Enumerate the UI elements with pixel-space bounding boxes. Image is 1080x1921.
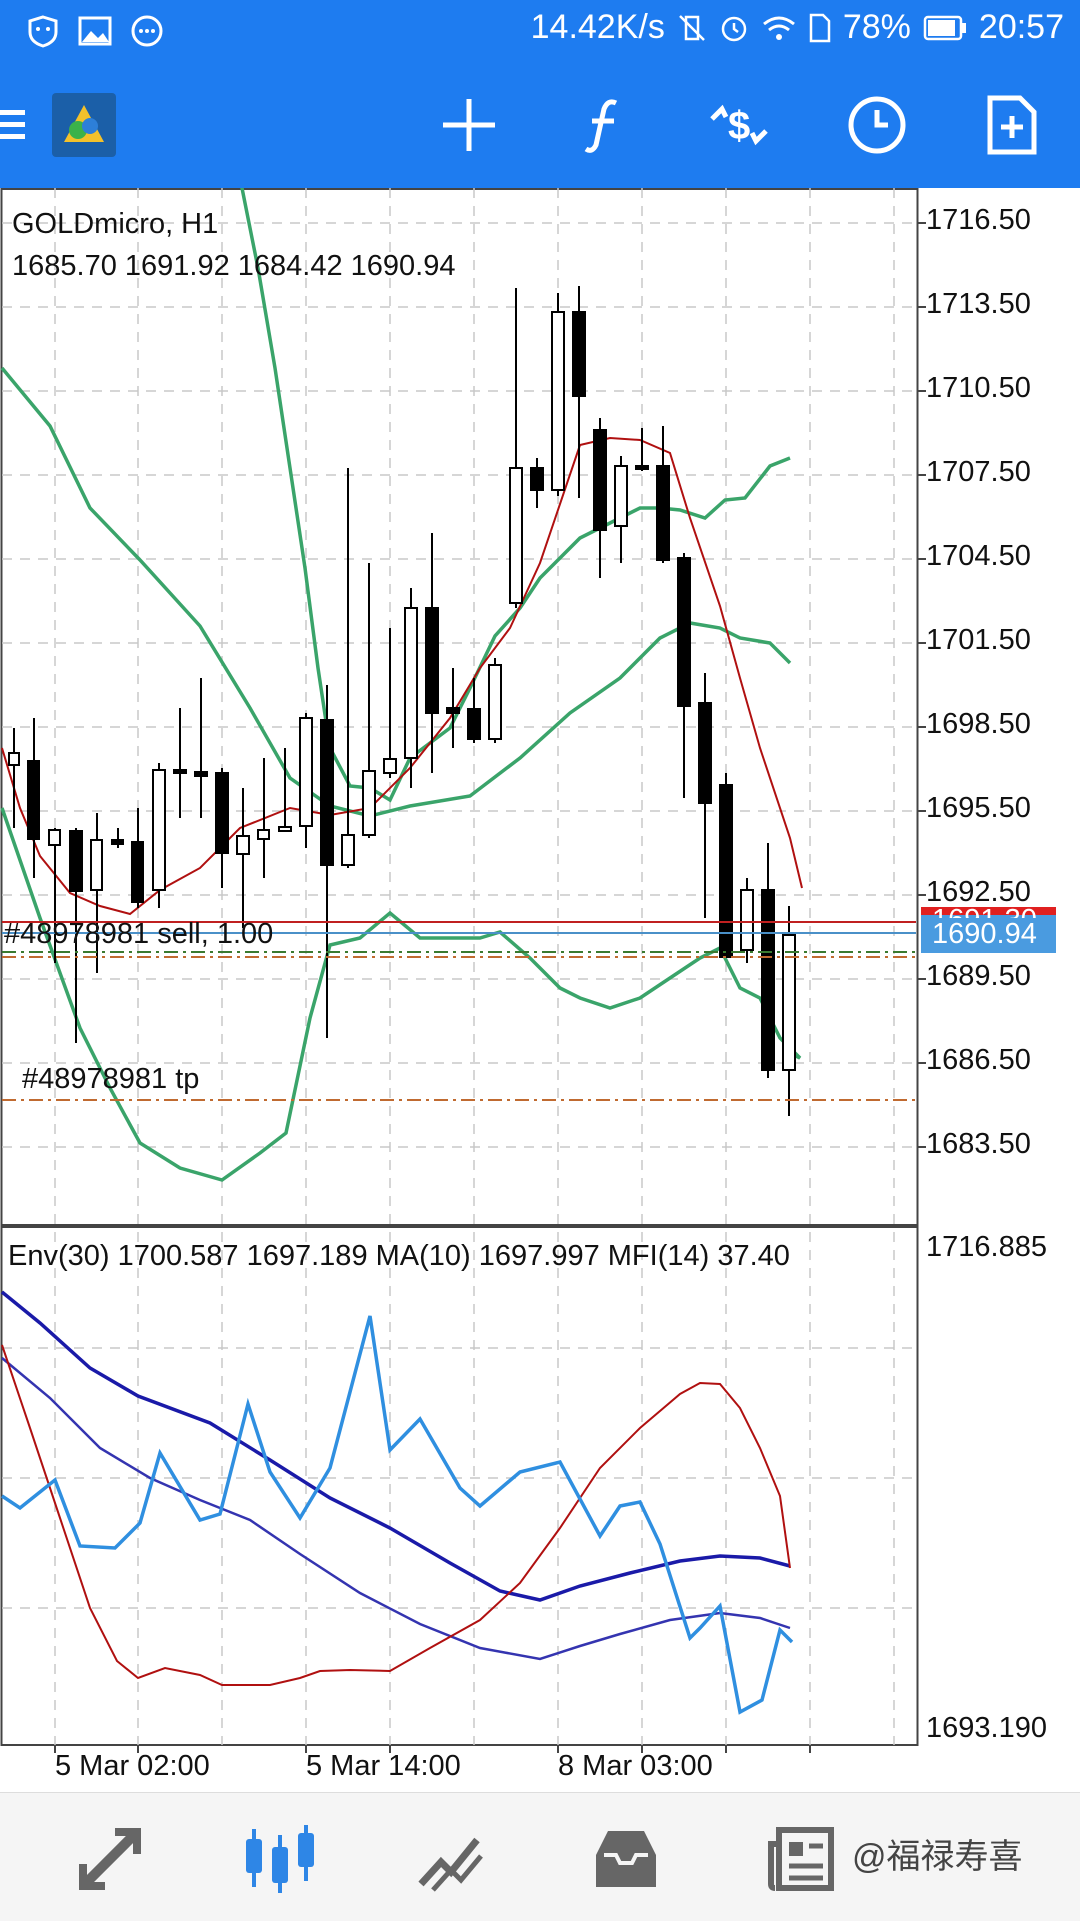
price-label: 1683.50 bbox=[926, 1128, 1031, 1160]
wifi-icon bbox=[762, 16, 795, 40]
ma-line-indicator bbox=[1, 1344, 791, 1686]
time-axis-ticks bbox=[54, 1745, 811, 1753]
indicator-caption: Env(30) 1700.587 1697.189 MA(10) 1697.99… bbox=[8, 1240, 790, 1272]
main-chart-frame bbox=[0, 188, 919, 1226]
ohlc-values: 1685.70 1691.92 1684.42 1690.94 bbox=[12, 250, 456, 282]
band-middle bbox=[0, 366, 792, 818]
more-icon bbox=[131, 15, 163, 47]
price-label: 1698.50 bbox=[926, 708, 1031, 740]
price-label: 1716.50 bbox=[926, 204, 1031, 236]
env-upper-line bbox=[0, 1290, 791, 1602]
bid-price-tag bbox=[921, 915, 1056, 953]
candlesticks bbox=[8, 286, 796, 1116]
indicator-frame bbox=[0, 1226, 919, 1746]
price-label: 1713.50 bbox=[926, 288, 1031, 320]
clock-icon[interactable] bbox=[842, 90, 912, 160]
function-icon[interactable] bbox=[570, 90, 640, 160]
price-label: 1695.50 bbox=[926, 792, 1031, 824]
battery-icon bbox=[923, 15, 966, 40]
price-label: 1701.50 bbox=[926, 624, 1031, 656]
history-icon[interactable] bbox=[586, 1819, 666, 1899]
grid-horizontal bbox=[2, 222, 916, 1609]
price-label: 1704.50 bbox=[926, 540, 1031, 572]
watermark: @福禄寿喜 bbox=[852, 1838, 1023, 1876]
price-label: 1707.50 bbox=[926, 456, 1031, 488]
time-label: 5 Mar 02:00 bbox=[55, 1750, 210, 1782]
menu-icon[interactable] bbox=[0, 90, 34, 160]
bottom-nav: @福禄寿喜 bbox=[0, 1792, 1080, 1921]
tp-label: #48978981 tp bbox=[22, 1063, 200, 1095]
trade-icon[interactable]: $ bbox=[704, 90, 774, 160]
mfi-line bbox=[1, 1315, 794, 1715]
time-label: 8 Mar 03:00 bbox=[558, 1750, 713, 1782]
price-axis-ticks bbox=[918, 222, 926, 1148]
svg-text:$: $ bbox=[728, 104, 750, 148]
crosshair-icon[interactable] bbox=[434, 90, 504, 160]
price-label: 1686.50 bbox=[926, 1044, 1031, 1076]
time-label: 5 Mar 14:00 bbox=[306, 1750, 461, 1782]
trade-icon[interactable] bbox=[410, 1819, 490, 1899]
alarm-icon bbox=[721, 16, 747, 41]
indicator-max-label: 1716.885 bbox=[926, 1231, 1047, 1263]
vibrate-icon bbox=[678, 14, 705, 41]
news-icon[interactable] bbox=[762, 1819, 842, 1899]
sim-icon bbox=[809, 13, 831, 42]
band-lower bbox=[0, 807, 802, 1182]
network-speed: 14.42K/s bbox=[530, 8, 665, 46]
band-upper bbox=[240, 188, 791, 803]
chart-area[interactable]: GOLDmicro, H1 1685.70 1691.92 1684.42 16… bbox=[0, 188, 1080, 1788]
shield-icon bbox=[28, 15, 58, 48]
symbol-label: GOLDmicro, H1 bbox=[12, 208, 219, 240]
moving-average bbox=[1, 436, 803, 916]
quotes-icon[interactable] bbox=[70, 1819, 150, 1899]
clock-time: 20:57 bbox=[978, 8, 1064, 46]
chart-icon[interactable] bbox=[240, 1819, 320, 1899]
indicator-min-label: 1693.190 bbox=[926, 1712, 1047, 1744]
bid-price-label: 1690.94 bbox=[932, 918, 1037, 950]
env-lower-line bbox=[1, 1357, 791, 1661]
price-label: 1710.50 bbox=[926, 372, 1031, 404]
status-bar: 14.42K/s 78% 20:57 bbox=[0, 0, 1080, 62]
new-document-icon[interactable] bbox=[977, 90, 1047, 160]
battery-percent: 78% bbox=[842, 8, 911, 46]
top-toolbar: $ bbox=[0, 62, 1080, 188]
price-label: 1689.50 bbox=[926, 960, 1031, 992]
ask-price-label: 1691.30 bbox=[932, 904, 1037, 918]
order-label: #48978981 sell, 1.00 bbox=[4, 918, 274, 950]
price-chart-svg[interactable] bbox=[0, 188, 1080, 1788]
image-icon bbox=[78, 16, 112, 46]
price-label: 1692.50 bbox=[926, 876, 1031, 908]
app-logo[interactable] bbox=[52, 93, 116, 157]
